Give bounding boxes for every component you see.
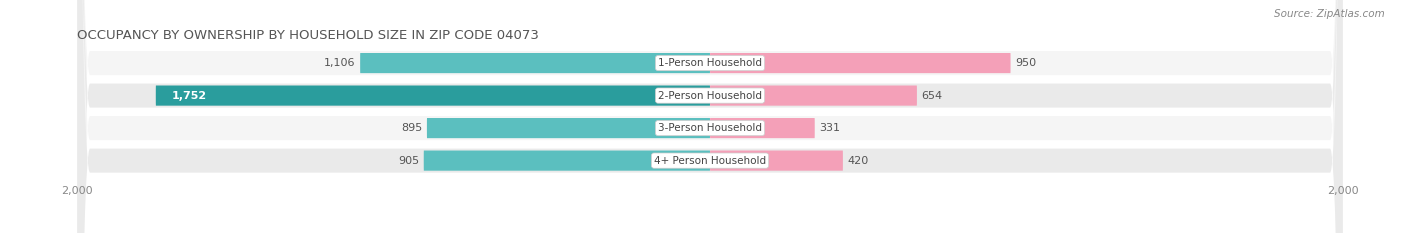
- FancyBboxPatch shape: [360, 53, 710, 73]
- Text: 1,752: 1,752: [172, 91, 207, 101]
- Text: 420: 420: [848, 156, 869, 166]
- FancyBboxPatch shape: [423, 151, 710, 171]
- Text: 950: 950: [1015, 58, 1036, 68]
- Text: 905: 905: [398, 156, 419, 166]
- FancyBboxPatch shape: [710, 86, 917, 106]
- Text: Source: ZipAtlas.com: Source: ZipAtlas.com: [1274, 9, 1385, 19]
- FancyBboxPatch shape: [77, 0, 1343, 233]
- Text: 331: 331: [820, 123, 841, 133]
- Text: 1,106: 1,106: [323, 58, 356, 68]
- FancyBboxPatch shape: [77, 0, 1343, 233]
- FancyBboxPatch shape: [710, 53, 1011, 73]
- Text: 4+ Person Household: 4+ Person Household: [654, 156, 766, 166]
- FancyBboxPatch shape: [77, 0, 1343, 233]
- Text: 2-Person Household: 2-Person Household: [658, 91, 762, 101]
- FancyBboxPatch shape: [156, 86, 710, 106]
- Text: 1-Person Household: 1-Person Household: [658, 58, 762, 68]
- FancyBboxPatch shape: [710, 151, 844, 171]
- FancyBboxPatch shape: [710, 118, 814, 138]
- Text: 3-Person Household: 3-Person Household: [658, 123, 762, 133]
- FancyBboxPatch shape: [77, 0, 1343, 233]
- Text: 654: 654: [922, 91, 943, 101]
- Text: OCCUPANCY BY OWNERSHIP BY HOUSEHOLD SIZE IN ZIP CODE 04073: OCCUPANCY BY OWNERSHIP BY HOUSEHOLD SIZE…: [77, 29, 540, 42]
- FancyBboxPatch shape: [427, 118, 710, 138]
- Text: 895: 895: [401, 123, 422, 133]
